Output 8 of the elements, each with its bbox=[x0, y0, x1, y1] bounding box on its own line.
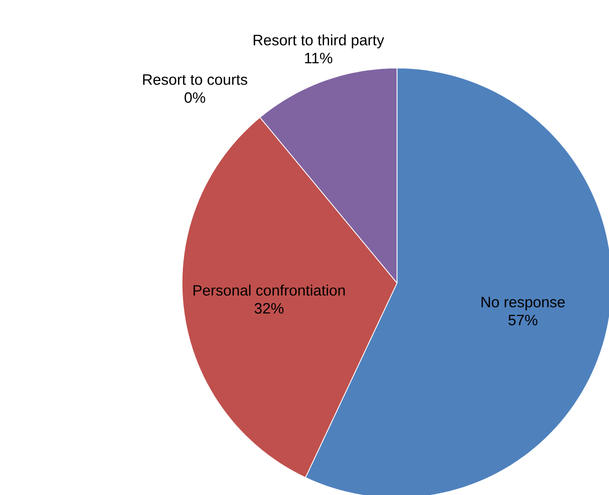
data-label: 11% bbox=[305, 52, 332, 64]
category-label: Resort to courts bbox=[143, 74, 248, 85]
data-label: 32% bbox=[254, 303, 284, 314]
slice-label: No response bbox=[482, 296, 565, 310]
slice-label: Resort to third party bbox=[254, 34, 384, 48]
text: 0% bbox=[184, 92, 206, 103]
data-label: 57% bbox=[508, 314, 538, 326]
slice-label: Personal confrontiation bbox=[194, 284, 345, 296]
